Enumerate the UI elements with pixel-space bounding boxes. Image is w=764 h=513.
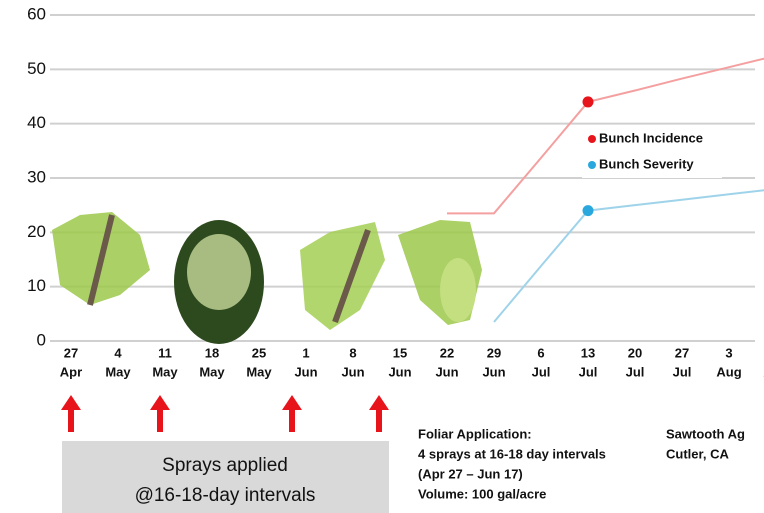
x-tick-label: May [105, 364, 131, 379]
x-tick-label: 1 [302, 345, 309, 360]
x-tick-label: 13 [581, 345, 595, 360]
chart: Sprays applied @16-18-day intervals Foli… [0, 0, 764, 513]
legend-label: Bunch Severity [599, 156, 694, 171]
spray-label: @16-18-day intervals [135, 485, 316, 506]
x-tick-label: 6 [537, 345, 544, 360]
flowers [187, 234, 251, 310]
spray-arrows [61, 395, 389, 432]
grapes [440, 258, 476, 322]
x-tick-label: Jun [294, 364, 317, 379]
x-tick-label: Jun [435, 364, 458, 379]
note: (Apr 27 – Jun 17) [418, 466, 523, 481]
x-tick-label: 4 [114, 345, 122, 360]
series-line [494, 189, 764, 322]
x-tick-label: Jul [673, 364, 692, 379]
source: Cutler, CA [666, 446, 729, 461]
legend-label: Bunch Incidence [599, 130, 703, 145]
x-tick-label: 11 [158, 345, 172, 360]
x-tick-label: Jun [341, 364, 364, 379]
x-tick-label: May [199, 364, 225, 379]
point [583, 96, 594, 107]
x-tick-label: 18 [205, 345, 219, 360]
x-tick-label: 25 [252, 345, 266, 360]
x-tick-label: May [246, 364, 272, 379]
arrow [369, 395, 389, 432]
y-tick-label: 50 [27, 59, 46, 78]
plant-image [300, 222, 385, 330]
note: Foliar Application: [418, 426, 532, 441]
x-tick-label: Jun [482, 364, 505, 379]
x-tick-label: Jun [388, 364, 411, 379]
x-tick-label: 20 [628, 345, 642, 360]
x-tick-label: May [152, 364, 178, 379]
note: 4 sprays at 16-18 day intervals [418, 446, 606, 461]
x-tick-label: 22 [440, 345, 454, 360]
x-tick-label: 8 [349, 345, 356, 360]
x-tick-label: 27 [675, 345, 689, 360]
arrow [61, 395, 81, 432]
note: Volume: 100 gal/acre [418, 486, 546, 501]
legend-marker [588, 135, 596, 143]
spray-label: Sprays applied [162, 455, 288, 476]
x-tick-label: 27 [64, 345, 78, 360]
y-tick-label: 30 [27, 167, 46, 186]
arrow [150, 395, 170, 432]
y-tick-label: 0 [37, 330, 46, 349]
point [583, 205, 594, 216]
legend-marker [588, 161, 596, 169]
y-tick-label: 10 [27, 276, 46, 295]
x-tick-label: Apr [60, 364, 82, 379]
y-tick-label: 20 [27, 222, 46, 241]
x-tick-label: 3 [725, 345, 732, 360]
x-tick-label: Aug [716, 364, 741, 379]
x-tick-label: Jul [532, 364, 551, 379]
y-tick-label: 40 [27, 113, 46, 132]
arrow [282, 395, 302, 432]
x-tick-label: 29 [487, 345, 501, 360]
x-tick-label: Jul [579, 364, 598, 379]
y-tick-label: 60 [27, 4, 46, 23]
x-tick-label: Jul [626, 364, 645, 379]
x-tick-label: 15 [393, 345, 407, 360]
source: Sawtooth Ag [666, 426, 745, 441]
